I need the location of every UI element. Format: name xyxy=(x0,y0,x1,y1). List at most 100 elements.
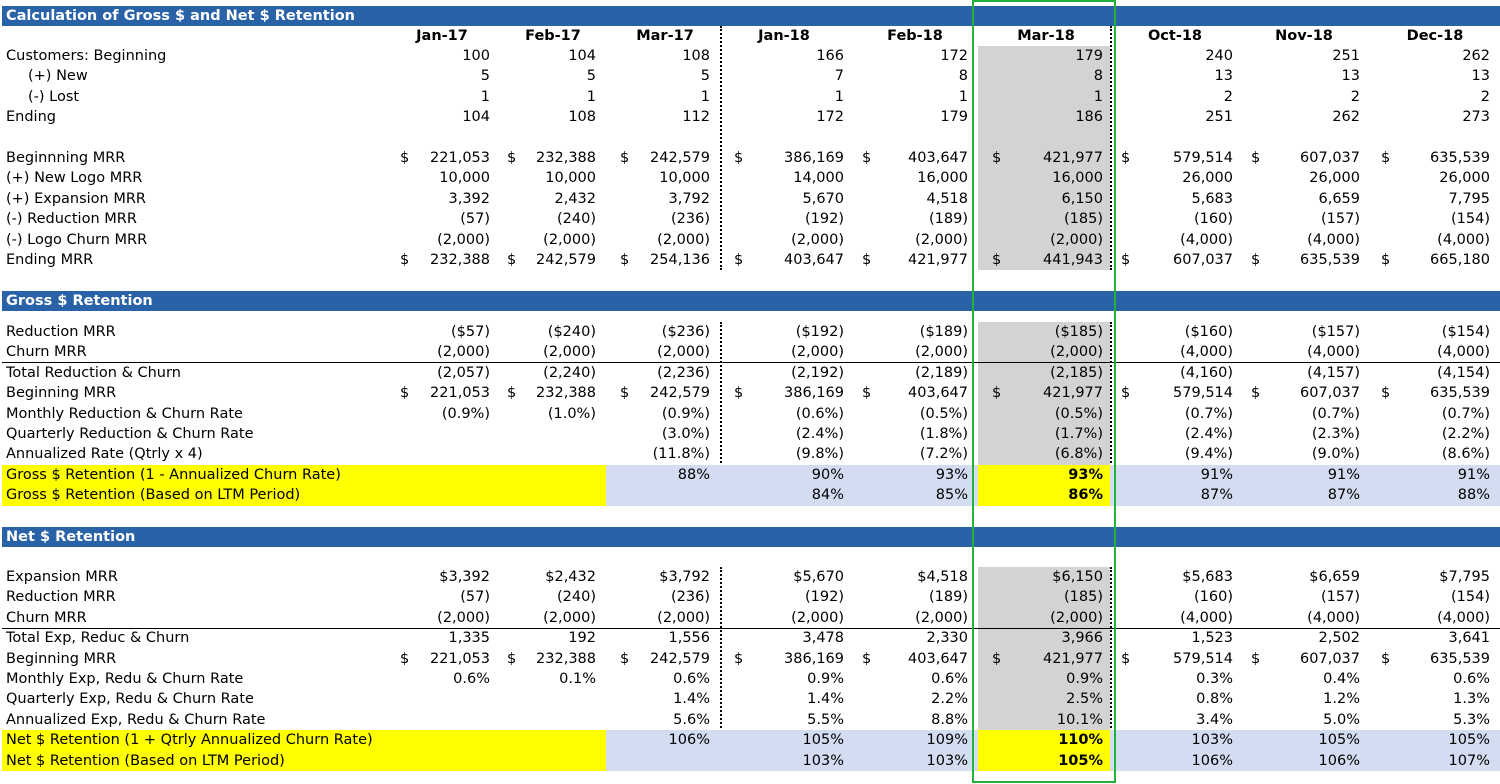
cell-value: (157) xyxy=(1321,211,1360,228)
cell-value: (1.8%) xyxy=(919,426,968,442)
cell-value: 242,579 xyxy=(650,150,710,166)
dollar-sign: $ xyxy=(400,150,410,166)
table-row: Ending MRR $232,388 $242,579 $254,136 $403,6… xyxy=(0,250,1500,270)
cell-value: 403,647 xyxy=(908,150,968,166)
cell-value: 0.6% xyxy=(673,671,710,687)
cell-value: 2,330 xyxy=(926,630,968,647)
cell-value: 112 xyxy=(682,109,710,126)
cell-value: (2,000) xyxy=(657,344,710,361)
cell-value: $5,683 xyxy=(1182,569,1233,585)
cell-value: 2.5% xyxy=(1066,691,1103,708)
cell-value: 665,180 xyxy=(1430,252,1490,268)
row-label: Beginning MRR xyxy=(6,385,117,402)
cell-value: (2,189) xyxy=(915,364,968,381)
dollar-sign: $ xyxy=(734,650,744,667)
cell-value: (0.5%) xyxy=(919,405,968,422)
cell-value: (189) xyxy=(929,211,968,228)
cell-value: (0.9%) xyxy=(441,405,490,422)
cell-value: ($240) xyxy=(547,324,596,340)
cell-value: 5.0% xyxy=(1323,711,1360,728)
cell-value: 607,037 xyxy=(1300,650,1360,667)
cell-value: (240) xyxy=(557,211,596,228)
cell-value: 172 xyxy=(940,48,968,64)
cell-value: 8.8% xyxy=(931,711,968,728)
cell-value: 91% xyxy=(1200,466,1233,483)
cell-value: (189) xyxy=(929,589,968,606)
row-label: Churn MRR xyxy=(6,609,87,626)
row-label: Monthly Exp, Redu & Churn Rate xyxy=(6,671,244,687)
cell-value: (2,000) xyxy=(915,231,968,248)
cell-value: (2,000) xyxy=(437,231,490,248)
cell-value: (240) xyxy=(557,589,596,606)
cell-value: (2,000) xyxy=(915,344,968,361)
cell-value: 0.1% xyxy=(559,671,596,687)
cell-value: 2.2% xyxy=(931,691,968,708)
cell-value: (0.6%) xyxy=(795,405,844,422)
cell-value: 3,966 xyxy=(1061,630,1103,647)
cell-value: (154) xyxy=(1451,589,1490,606)
table-row: Net $ Retention (Based on LTM Period) 103… xyxy=(0,750,1500,771)
row-label: Monthly Reduction & Churn Rate xyxy=(6,405,243,422)
cell-value: 221,053 xyxy=(430,385,490,402)
row-divider xyxy=(2,627,1500,629)
column-separator xyxy=(720,322,722,506)
cell-value: 441,943 xyxy=(1043,252,1103,268)
cell-value: 106% xyxy=(1191,752,1233,769)
cell-value: 172 xyxy=(816,109,844,126)
cell-value: (2,240) xyxy=(543,364,596,381)
dollar-sign: $ xyxy=(734,150,744,166)
dollar-sign: $ xyxy=(400,385,410,402)
row-label: Annualized Exp, Redu & Churn Rate xyxy=(6,711,266,728)
cell-value: (185) xyxy=(1064,589,1103,606)
cell-value: 0.6% xyxy=(1453,671,1490,687)
cell-value: 579,514 xyxy=(1173,150,1233,166)
cell-value: 1 xyxy=(700,88,710,105)
cell-value: 100 xyxy=(462,48,490,64)
cell-value: 87% xyxy=(1327,487,1360,504)
cell-value: 108 xyxy=(682,48,710,64)
row-label: Beginning MRR xyxy=(6,650,117,667)
section-banner: Gross $ Retention xyxy=(2,291,1500,311)
cell-value: (8.6%) xyxy=(1441,446,1490,463)
cell-value: 2,432 xyxy=(554,190,596,207)
table-row: Monthly Reduction & Churn Rate (0.9%) (1.0… xyxy=(0,404,1500,424)
row-label: Quarterly Reduction & Churn Rate xyxy=(6,426,254,442)
cell-value: (1.7%) xyxy=(1054,426,1103,442)
cell-value: 110% xyxy=(1058,732,1103,749)
dollar-sign: $ xyxy=(862,150,872,166)
cell-value: (57) xyxy=(460,589,490,606)
highlight-column-fill xyxy=(978,322,1110,465)
column-separator xyxy=(1110,26,1112,271)
cell-value: 242,579 xyxy=(650,650,710,667)
cell-value: 8 xyxy=(958,68,968,85)
cell-value: (2,000) xyxy=(657,231,710,248)
cell-value: 403,647 xyxy=(908,650,968,667)
cell-value: 106% xyxy=(1318,752,1360,769)
cell-value: 86% xyxy=(1068,487,1103,504)
cell-value: (4,000) xyxy=(1307,231,1360,248)
column-separator xyxy=(720,26,722,271)
cell-value: (1.0%) xyxy=(547,405,596,422)
table-row: Quarterly Exp, Redu & Churn Rate 1.4% 1.4%… xyxy=(0,689,1500,709)
cell-value: 232,388 xyxy=(430,252,490,268)
cell-value: (157) xyxy=(1321,589,1360,606)
month-header-mar-17: Mar-17 xyxy=(636,28,694,44)
cell-value: 108 xyxy=(568,109,596,126)
dollar-sign: $ xyxy=(620,150,630,166)
row-label: Net $ Retention (Based on LTM Period) xyxy=(6,752,285,769)
highlight-column-fill xyxy=(978,46,1110,271)
cell-value: 0.3% xyxy=(1196,671,1233,687)
cell-value: (160) xyxy=(1194,211,1233,228)
cell-value: 6,659 xyxy=(1318,190,1360,207)
cell-value: (4,154) xyxy=(1437,364,1490,381)
cell-value: ($57) xyxy=(451,324,490,340)
cell-value: 1 xyxy=(834,88,844,105)
cell-value: (2,000) xyxy=(437,344,490,361)
table-row: Beginnning MRR $221,053 $232,388 $242,579 $3… xyxy=(0,148,1500,168)
cell-value: 85% xyxy=(935,487,968,504)
table-row: Reduction MRR (57) (240) (236) (192) (189) (18… xyxy=(0,587,1500,607)
cell-value: 4,518 xyxy=(926,190,968,207)
cell-value: 1.4% xyxy=(807,691,844,708)
row-label: Ending MRR xyxy=(6,252,94,268)
table-row: (-) Reduction MRR (57) (240) (236) (192) (189… xyxy=(0,209,1500,229)
